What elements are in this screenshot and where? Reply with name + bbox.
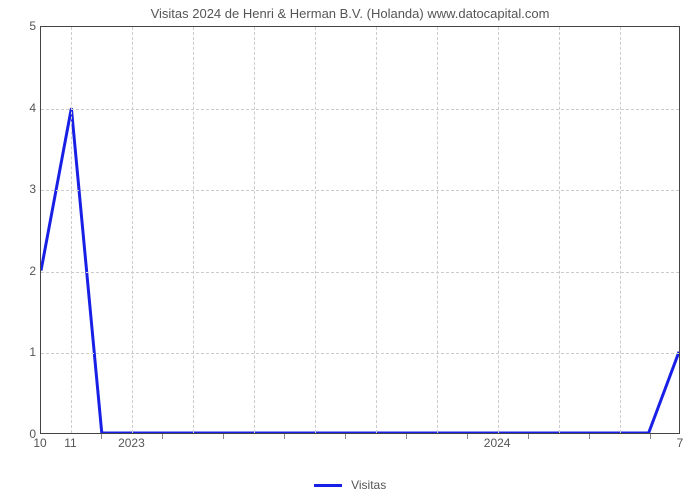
y-axis-label: 2 <box>6 264 36 278</box>
x-tick-minor <box>223 434 224 439</box>
chart-title: Visitas 2024 de Henri & Herman B.V. (Hol… <box>0 6 700 21</box>
gridline-v <box>498 27 499 433</box>
x-tick-minor <box>101 434 102 439</box>
x-tick-minor <box>589 434 590 439</box>
x-tick-minor <box>162 434 163 439</box>
gridline-v <box>437 27 438 433</box>
gridline-v <box>193 27 194 433</box>
gridline-v <box>559 27 560 433</box>
x-axis-label: 2024 <box>484 436 511 450</box>
visits-chart: Visitas 2024 de Henri & Herman B.V. (Hol… <box>0 0 700 500</box>
y-axis-label: 5 <box>6 19 36 33</box>
y-axis-label: 1 <box>6 345 36 359</box>
gridline-v <box>132 27 133 433</box>
gridline-v <box>376 27 377 433</box>
x-axis-label: 11 <box>64 436 76 450</box>
gridline-v <box>620 27 621 433</box>
x-axis-label: 2023 <box>118 436 145 450</box>
gridline-h <box>41 353 679 354</box>
x-tick-minor <box>406 434 407 439</box>
gridline-v <box>315 27 316 433</box>
x-tick-minor <box>284 434 285 439</box>
gridline-v <box>71 27 72 433</box>
gridline-h <box>41 109 679 110</box>
plot-area <box>40 26 680 434</box>
legend: Visitas <box>0 478 700 492</box>
x-tick-minor <box>467 434 468 439</box>
y-axis-label: 4 <box>6 101 36 115</box>
y-axis-label: 3 <box>6 182 36 196</box>
legend-label: Visitas <box>351 478 386 492</box>
gridline-h <box>41 272 679 273</box>
gridline-v <box>254 27 255 433</box>
line-series <box>41 27 679 433</box>
x-tick-minor <box>345 434 346 439</box>
gridline-h <box>41 190 679 191</box>
x-tick-minor <box>528 434 529 439</box>
y-axis-label: 0 <box>6 427 36 441</box>
x-axis-label: 7 <box>677 436 684 450</box>
x-axis-label: 10 <box>33 436 46 450</box>
legend-swatch <box>314 484 342 487</box>
x-tick-minor <box>650 434 651 439</box>
